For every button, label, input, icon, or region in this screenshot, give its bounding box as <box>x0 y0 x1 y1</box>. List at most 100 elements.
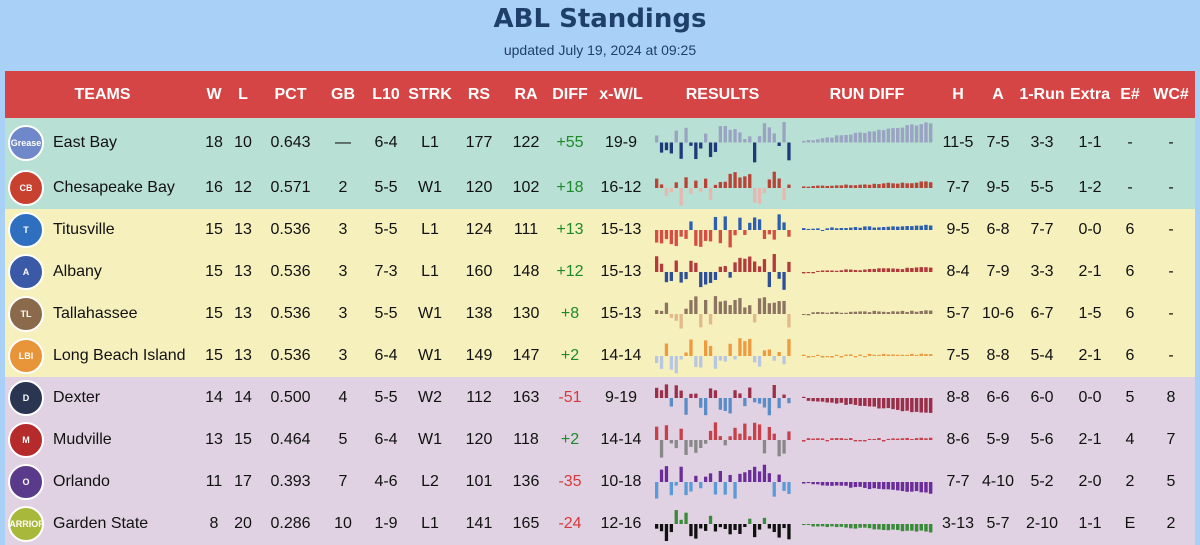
header-e-[interactable]: E# <box>1120 85 1140 103</box>
cell-l: 17 <box>234 473 252 490</box>
header-pct[interactable]: PCT <box>274 85 307 103</box>
team-name[interactable]: Albany <box>53 263 102 280</box>
result-bar <box>762 297 767 314</box>
result-bar <box>655 178 659 188</box>
run-diff-bar <box>858 354 862 356</box>
cell-strk: L1 <box>421 263 439 280</box>
run-diff-bar <box>910 268 914 272</box>
result-bar <box>669 356 673 370</box>
result-bar <box>689 393 693 398</box>
header-extra[interactable]: Extra <box>1069 85 1111 103</box>
cell-l10: 4-6 <box>374 473 398 490</box>
header-w[interactable]: W <box>206 85 222 103</box>
cell-l10: 6-4 <box>374 347 398 364</box>
result-bar <box>772 356 776 361</box>
header-h[interactable]: H <box>952 85 964 103</box>
header-wc-[interactable]: WC# <box>1153 85 1189 103</box>
team-row[interactable]: CB Chesapeake Bay 16 12 0.571 2 5-5 W1 120 102 +18… <box>5 167 1195 209</box>
header-a[interactable]: A <box>992 85 1004 103</box>
run-diff-bar <box>825 312 829 314</box>
run-diff-bar <box>900 354 905 356</box>
header-results[interactable]: RESULTS <box>685 85 760 103</box>
header-diff[interactable]: DIFF <box>552 85 588 103</box>
cell-ra: 102 <box>512 179 540 196</box>
cell-diff: +18 <box>556 179 584 196</box>
cell-gb: 3 <box>338 263 348 280</box>
result-bar <box>694 142 698 160</box>
team-name[interactable]: Titusville <box>53 221 115 238</box>
team-name[interactable]: Dexter <box>53 389 101 406</box>
run-diff-bar <box>830 482 834 486</box>
run-diff-sparkline <box>802 524 933 533</box>
cell-w: 13 <box>205 431 223 448</box>
header-teams[interactable]: TEAMS <box>74 85 131 103</box>
result-bar <box>679 428 683 440</box>
team-row[interactable]: M Mudville 13 15 0.464 5 6-4 W1 120 118 +2 14-14 8-6… <box>5 419 1195 461</box>
team-name[interactable]: Long Beach Island <box>53 347 186 364</box>
result-bar <box>708 272 713 283</box>
team-logo: CB <box>8 170 44 206</box>
team-row[interactable]: D Dexter 14 14 0.500 4 5-5 W2 112 163 -51 9-19 8-8 6-… <box>5 377 1195 419</box>
run-diff-bar <box>863 184 867 188</box>
team-name[interactable]: East Bay <box>53 133 118 151</box>
run-diff-bar <box>886 524 891 531</box>
team-name[interactable]: Tallahassee <box>53 305 138 322</box>
updated-timestamp: updated July 19, 2024 at 09:25 <box>503 42 697 58</box>
result-bar <box>743 176 747 188</box>
header-ra[interactable]: RA <box>514 85 538 103</box>
team-logo: T <box>8 212 44 248</box>
team-name[interactable]: Mudville <box>53 431 112 448</box>
header-strk[interactable]: STRK <box>408 85 452 103</box>
result-bar <box>708 188 713 200</box>
team-row[interactable]: O Orlando 11 17 0.393 7 4-6 L2 101 136 -35 10-18 7-7… <box>5 461 1195 503</box>
run-diff-bar <box>924 524 928 532</box>
run-diff-bar <box>881 268 886 272</box>
result-bar <box>748 387 752 398</box>
team-row[interactable]: A Albany 15 13 0.536 3 7-3 L1 160 148 +12 15-13 8-4 7… <box>5 251 1195 293</box>
result-bar <box>777 301 781 314</box>
team-name[interactable]: Orlando <box>53 473 110 490</box>
cell-gb: 7 <box>338 473 348 490</box>
run-diff-bar <box>919 398 923 413</box>
result-bar <box>679 314 683 329</box>
run-diff-bar <box>839 135 844 143</box>
cell-xwl: 15-13 <box>600 221 642 238</box>
result-bar <box>669 230 673 245</box>
run-diff-bar <box>802 314 806 316</box>
run-diff-bar <box>820 312 825 314</box>
cell-w: 8 <box>209 515 219 532</box>
cell-strk: W1 <box>418 305 442 322</box>
team-row[interactable]: LBI Long Beach Island 15 13 0.536 3 6-4 W1 149 14… <box>5 335 1195 377</box>
team-row[interactable]: WARRIORS Garden State 8 20 0.286 10 1-9 L1 141 16… <box>5 503 1195 545</box>
header-l[interactable]: L <box>238 85 248 103</box>
standings-table: TEAMS W L PCT GB L10 STRK RS RA DIFF x-W/L RESULTS R… <box>5 71 1195 545</box>
cell-wc: - <box>1168 133 1174 151</box>
result-bar <box>748 469 752 482</box>
cell-rs: 149 <box>465 347 493 364</box>
run-diff-sparkline <box>802 267 933 274</box>
run-diff-bar <box>896 524 900 530</box>
team-name[interactable]: Chesapeake Bay <box>53 179 175 196</box>
result-bar <box>757 219 762 230</box>
result-bar <box>664 142 669 151</box>
cell-ra: 163 <box>512 389 540 406</box>
team-name[interactable]: Garden State <box>53 515 149 532</box>
result-bar <box>713 390 718 398</box>
team-row[interactable]: TL Tallahassee 15 13 0.536 3 5-5 W1 138 130 +8 15-1… <box>5 293 1195 335</box>
team-row[interactable]: Grease East Bay 18 10 0.643 — 6-4 L1 177 122 +55 19… <box>5 118 1195 167</box>
header-run-diff[interactable]: RUN DIFF <box>829 85 905 103</box>
result-bar <box>748 436 752 440</box>
header-rs[interactable]: RS <box>467 85 491 103</box>
run-diff-bar <box>834 354 839 356</box>
header-1-run[interactable]: 1-Run <box>1019 85 1065 103</box>
header-gb[interactable]: GB <box>331 85 355 103</box>
run-diff-bar <box>896 226 900 230</box>
header-l10[interactable]: L10 <box>372 85 400 103</box>
team-row[interactable]: T Titusville 15 13 0.536 3 5-5 L1 124 111 +13 15-13… <box>5 209 1195 251</box>
result-bar <box>674 440 678 449</box>
run-diff-bar <box>830 227 834 230</box>
header-x-w-l[interactable]: x-W/L <box>599 85 643 103</box>
run-diff-bar <box>881 183 886 188</box>
run-diff-bar <box>881 130 886 143</box>
run-diff-bar <box>910 183 914 188</box>
